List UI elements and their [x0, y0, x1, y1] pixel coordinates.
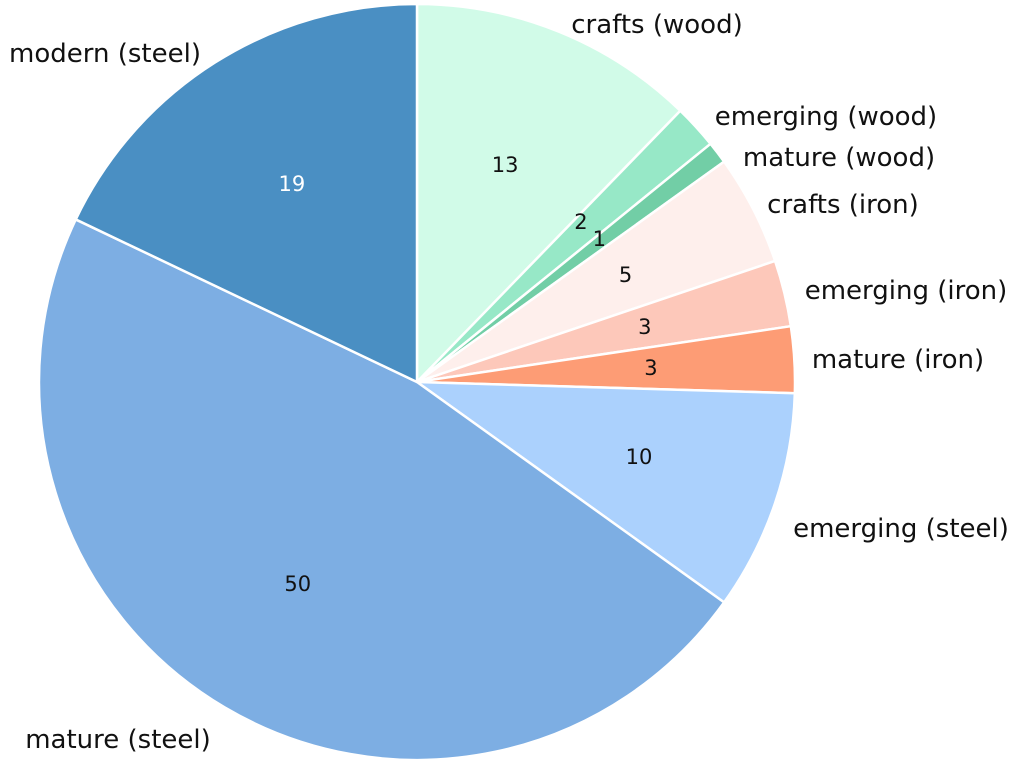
category-label-mature-steel: mature (steel)	[25, 725, 211, 755]
category-label-emerging-wood: emerging (wood)	[715, 102, 937, 132]
value-label-crafts-iron: 5	[619, 263, 632, 287]
pie-slices	[37, 2, 797, 762]
category-label-modern-steel: modern (steel)	[9, 39, 201, 69]
value-label-mature-wood: 1	[593, 227, 606, 251]
value-label-emerging-iron: 3	[638, 315, 651, 339]
pie-value-labels: 13 215 3 3 10 50 19	[279, 153, 658, 596]
pie-slice-crafts-wood	[415, 2, 682, 384]
value-label-emerging-steel: 10	[626, 445, 653, 469]
value-label-mature-iron: 3	[644, 356, 657, 380]
pie-slice-mature-steel	[37, 218, 726, 762]
value-label-emerging-wood: 2	[574, 210, 587, 234]
value-label-mature-steel: 50	[284, 572, 311, 596]
pie-slice-emerging-steel	[415, 380, 797, 604]
category-label-mature-iron: mature (iron)	[812, 345, 984, 375]
category-label-emerging-steel: emerging (steel)	[793, 514, 1009, 544]
value-label-crafts-wood: 13	[492, 153, 519, 177]
category-label-crafts-wood: crafts (wood)	[571, 10, 743, 40]
category-label-emerging-iron: emerging (iron)	[805, 276, 1008, 306]
pie-slice-modern-steel	[74, 2, 419, 384]
category-label-crafts-iron: crafts (iron)	[767, 190, 919, 220]
pie-category-labels: crafts (wood) emerging (wood) mature (wood…	[9, 10, 1009, 755]
value-label-modern-steel: 19	[279, 172, 306, 196]
category-label-mature-wood: mature (wood)	[743, 143, 935, 173]
